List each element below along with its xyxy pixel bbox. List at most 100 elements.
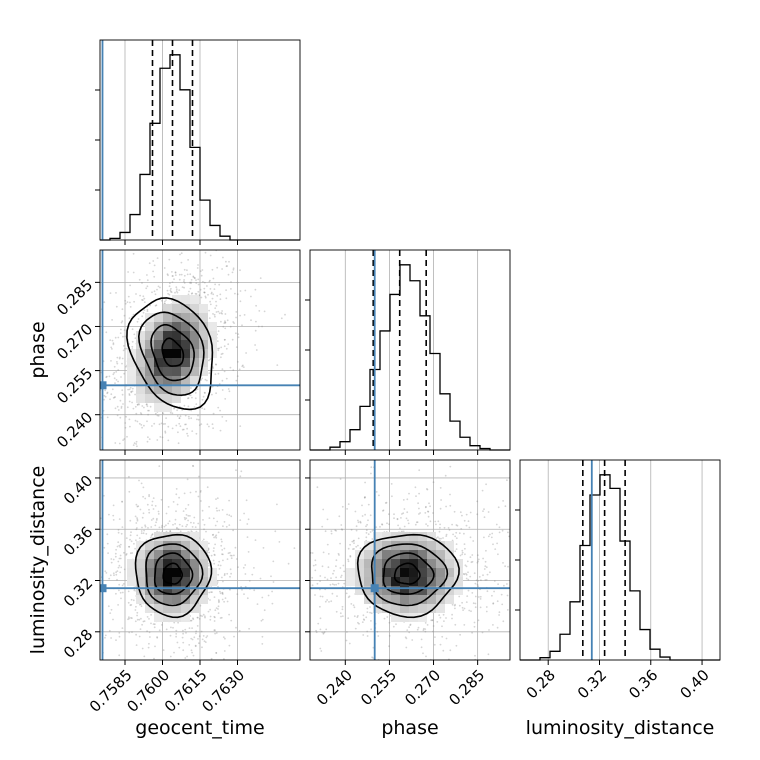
sample-point	[416, 521, 419, 523]
density-cell	[409, 604, 418, 613]
sample-point	[199, 491, 202, 493]
sample-point	[127, 295, 130, 298]
density-cell	[163, 403, 172, 412]
sample-point	[253, 589, 256, 592]
sample-point	[206, 379, 208, 382]
density-cell	[400, 586, 409, 595]
sample-point	[331, 583, 334, 585]
sample-point	[196, 616, 199, 619]
sample-point	[117, 380, 119, 383]
sample-point	[178, 405, 181, 408]
sample-point	[106, 416, 109, 419]
sample-point	[485, 606, 488, 608]
sample-point	[472, 602, 475, 605]
sample-point	[208, 591, 211, 594]
sample-point	[158, 526, 161, 529]
contour-3	[145, 543, 204, 607]
sample-point	[393, 513, 395, 516]
sample-point	[418, 507, 420, 510]
sample-point	[463, 543, 466, 545]
density-cell	[208, 568, 217, 577]
sample-point	[482, 574, 484, 577]
sample-point	[167, 233, 169, 235]
sample-point	[165, 628, 168, 631]
density-cell	[172, 358, 181, 367]
sample-point	[507, 565, 509, 568]
sample-point	[255, 349, 258, 351]
sample-point	[194, 392, 197, 394]
sample-point	[451, 523, 453, 526]
sample-point	[438, 537, 441, 540]
sample-point	[94, 389, 96, 391]
sample-point	[201, 615, 204, 617]
density-cell	[190, 367, 199, 376]
sample-point	[319, 595, 322, 598]
sample-point	[201, 407, 204, 410]
sample-point	[103, 546, 106, 549]
sample-point	[93, 475, 95, 477]
sample-point	[209, 300, 212, 303]
sample-point	[403, 508, 406, 510]
sample-point	[161, 524, 164, 527]
sample-point	[142, 495, 145, 498]
sample-point	[203, 408, 206, 410]
sample-point	[328, 601, 330, 603]
sample-point	[97, 328, 99, 330]
sample-point	[390, 483, 393, 485]
sample-point	[93, 305, 95, 307]
sample-point	[147, 646, 150, 649]
sample-point	[136, 445, 138, 448]
sample-point	[154, 293, 157, 296]
sample-point	[485, 579, 488, 581]
sample-point	[207, 610, 210, 613]
sample-point	[222, 636, 225, 639]
sample-point	[208, 505, 211, 508]
sample-point	[185, 423, 187, 426]
sample-point	[371, 529, 374, 532]
sample-point	[232, 529, 235, 532]
density-cell	[436, 586, 445, 595]
sample-point	[454, 603, 456, 606]
sample-point	[73, 402, 75, 404]
density-cell	[436, 559, 445, 568]
sample-point	[193, 277, 196, 279]
sample-point	[183, 274, 186, 277]
sample-point	[192, 522, 195, 524]
sample-point	[418, 513, 420, 515]
sample-point	[136, 527, 138, 529]
sample-point	[316, 582, 319, 585]
sample-point	[484, 579, 487, 581]
sample-point	[139, 294, 142, 297]
sample-point	[364, 496, 366, 498]
sample-point	[159, 436, 162, 438]
sample-point	[131, 387, 134, 390]
sample-point	[235, 346, 238, 348]
histogram-panel-phase	[305, 249, 511, 455]
sample-point	[506, 594, 509, 597]
sample-point	[371, 656, 373, 659]
sample-point	[359, 521, 362, 524]
sample-point	[132, 444, 135, 446]
sample-point	[304, 587, 306, 589]
density-cell	[163, 322, 172, 331]
sample-point	[166, 289, 169, 292]
sample-point	[411, 639, 414, 641]
density-cell	[355, 559, 364, 568]
sample-point	[215, 632, 218, 634]
sample-point	[366, 630, 369, 633]
sample-point	[441, 635, 444, 638]
sample-point	[143, 301, 146, 303]
sample-point	[93, 528, 95, 530]
sample-point	[225, 420, 228, 422]
sample-point	[128, 545, 130, 548]
density-cell	[409, 532, 418, 541]
density-cell	[181, 577, 190, 586]
sample-point	[212, 517, 215, 520]
sample-point	[469, 556, 472, 559]
sample-point	[151, 291, 153, 294]
sample-point	[189, 273, 192, 276]
sample-point	[227, 388, 230, 390]
scatter-panel-geocent_time-phase	[73, 233, 301, 477]
sample-point	[236, 593, 239, 595]
sample-point	[178, 646, 181, 649]
